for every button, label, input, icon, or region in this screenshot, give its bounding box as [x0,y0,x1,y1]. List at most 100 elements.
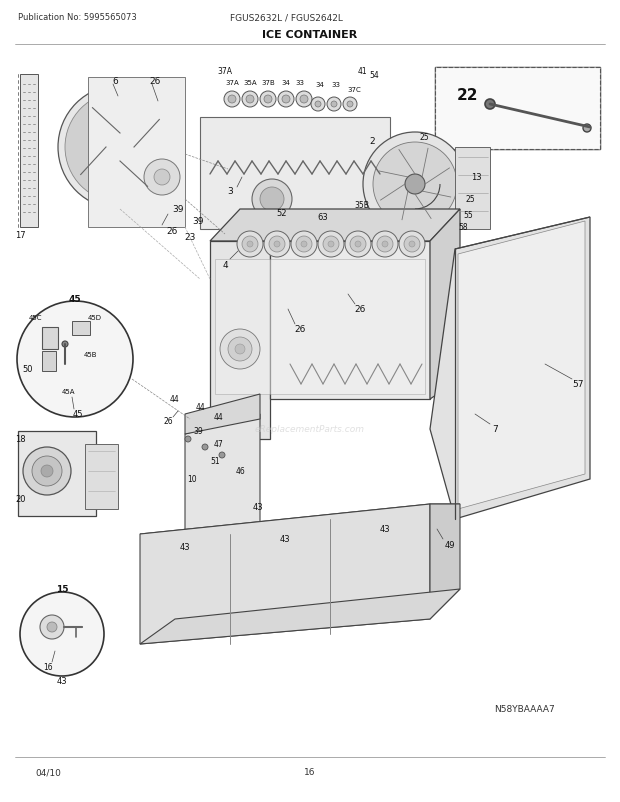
Circle shape [372,232,398,257]
Circle shape [154,170,170,186]
Polygon shape [455,148,490,229]
Polygon shape [88,78,185,228]
Circle shape [323,237,339,253]
Text: 43: 43 [180,543,190,552]
Circle shape [382,241,388,248]
Polygon shape [210,241,270,439]
Circle shape [58,86,182,210]
Text: 16: 16 [43,662,53,671]
Circle shape [405,175,425,195]
Circle shape [583,125,591,133]
Circle shape [32,456,62,486]
Circle shape [252,180,292,220]
Text: 6: 6 [112,78,118,87]
Circle shape [144,160,180,196]
Text: 35B: 35B [355,200,370,209]
Text: 54: 54 [369,71,379,79]
Text: 15: 15 [56,585,68,593]
Text: 45: 45 [69,295,81,304]
Circle shape [291,232,317,257]
Polygon shape [185,415,260,539]
Circle shape [296,92,312,107]
Text: 10: 10 [187,475,197,484]
Circle shape [235,345,245,354]
Bar [42,327,58,350]
Circle shape [185,436,191,443]
Circle shape [264,96,272,104]
Circle shape [219,452,225,459]
Text: 49: 49 [445,540,455,549]
Text: 34: 34 [281,80,290,86]
Text: 39: 39 [172,205,184,214]
Circle shape [274,241,280,248]
Text: 25: 25 [419,133,429,142]
Polygon shape [430,210,460,399]
Circle shape [404,237,420,253]
Text: 57: 57 [572,380,584,389]
Polygon shape [140,504,430,644]
Text: 26: 26 [294,325,306,334]
Polygon shape [430,504,460,619]
Text: 04/10: 04/10 [35,768,61,776]
Bar [72,322,90,335]
Circle shape [202,444,208,451]
Circle shape [228,338,252,362]
Circle shape [237,232,263,257]
Text: 43: 43 [379,525,391,534]
Text: 26: 26 [149,78,161,87]
Circle shape [345,232,371,257]
Text: 43: 43 [56,677,68,686]
Text: 23: 23 [184,233,196,241]
Circle shape [278,92,294,107]
Text: N58YBAAAA7: N58YBAAAA7 [494,705,555,714]
Circle shape [228,96,236,104]
Text: 2: 2 [369,137,375,146]
Polygon shape [455,217,590,249]
Polygon shape [200,118,390,229]
Text: 34: 34 [316,82,324,88]
Circle shape [350,237,366,253]
Circle shape [363,133,467,237]
Text: 16: 16 [304,768,316,776]
Polygon shape [210,210,460,241]
Text: 37A: 37A [225,80,239,86]
Polygon shape [140,589,460,644]
Text: 58: 58 [458,223,468,233]
Circle shape [242,237,258,253]
Polygon shape [85,444,118,509]
Text: 26: 26 [166,227,178,237]
Polygon shape [185,395,260,435]
Text: 43: 43 [253,503,264,512]
Circle shape [62,342,68,347]
Text: eReplacementParts.com: eReplacementParts.com [255,425,365,434]
Circle shape [300,96,308,104]
Polygon shape [430,217,590,520]
Text: 46: 46 [235,467,245,476]
Text: 37A: 37A [218,67,232,76]
Circle shape [20,592,104,676]
Text: 26: 26 [354,305,366,314]
Bar [42,351,56,371]
Circle shape [315,102,321,107]
Polygon shape [215,260,425,395]
Text: 55: 55 [463,210,473,219]
Circle shape [115,143,125,153]
Circle shape [343,98,357,111]
Text: 39: 39 [193,427,203,436]
Circle shape [331,102,337,107]
Text: 35A: 35A [243,80,257,86]
Text: 45C: 45C [29,314,42,321]
Text: 37B: 37B [261,80,275,86]
Text: ICE CONTAINER: ICE CONTAINER [262,30,358,40]
Text: 20: 20 [15,495,25,504]
Circle shape [264,232,290,257]
Circle shape [246,96,254,104]
Circle shape [41,465,53,477]
Circle shape [23,448,71,496]
Text: 52: 52 [277,209,287,217]
Circle shape [220,330,260,370]
Text: 25: 25 [465,195,475,205]
Text: 45B: 45B [83,351,97,358]
Text: 45D: 45D [88,314,102,321]
Text: 7: 7 [492,425,498,434]
